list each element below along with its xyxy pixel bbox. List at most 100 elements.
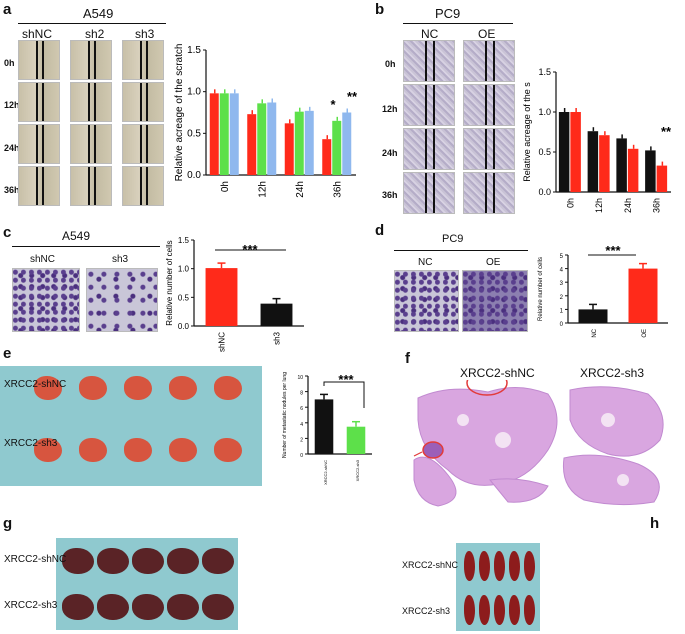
- organ-specimen: [202, 594, 234, 620]
- bar: [587, 131, 599, 192]
- organ-specimen: [202, 548, 234, 574]
- panel-label-f: f: [405, 350, 410, 367]
- organ-specimen: [214, 376, 242, 400]
- significance-bracket: [323, 381, 365, 408]
- x-tick-label: 12h: [257, 181, 268, 198]
- x-tick-label: 12h: [594, 198, 604, 213]
- organ-specimen: [97, 594, 129, 620]
- organ-specimen: [214, 438, 242, 462]
- bar: [332, 120, 342, 175]
- panel-d-col-0: NC: [418, 257, 433, 268]
- panel-h-row-0: XRCC2-shNC: [402, 560, 459, 570]
- organ-specimen: [79, 438, 107, 462]
- panel-a-title: A549: [83, 6, 114, 21]
- panel-g-row-1: XRCC2-sh3: [4, 600, 58, 611]
- y-tick-label: 0.0: [187, 170, 201, 181]
- panel-d-title: PC9: [442, 233, 464, 245]
- bar: [599, 135, 610, 192]
- organ-specimen: [479, 551, 490, 581]
- x-tick-label: 24h: [295, 181, 306, 198]
- bar: [267, 102, 277, 175]
- y-axis-label: Relative number of cells: [538, 257, 544, 321]
- bar: [628, 268, 658, 323]
- y-tick-label: 0: [300, 453, 303, 459]
- panel-b-row-0: 0h: [385, 59, 396, 69]
- y-tick-label: 1.0: [538, 107, 551, 117]
- bar: [627, 148, 639, 192]
- organ-specimen: [509, 595, 520, 625]
- scratch-image: [403, 172, 455, 214]
- scratch-image: [18, 124, 60, 164]
- organ-specimen: [167, 594, 199, 620]
- organ-specimen: [464, 595, 475, 625]
- panel-a-col-1: sh2: [85, 27, 105, 41]
- y-tick-label: 1.5: [538, 67, 551, 77]
- x-tick-label: XRCC2-shNC: [323, 460, 328, 485]
- organ-specimen: [167, 548, 199, 574]
- bar: [219, 93, 229, 175]
- bar: [322, 139, 332, 175]
- panel-b-col-1: OE: [478, 27, 496, 41]
- scratch-image: [70, 82, 112, 122]
- scratch-image: [463, 40, 515, 82]
- panel-b-title-line: [403, 23, 513, 24]
- bar: [260, 303, 293, 326]
- panel-c-col-0: shNC: [30, 254, 56, 265]
- panel-e-chart: 0 2 4 6 8 10 Number of metastatic nodules per …: [282, 372, 372, 485]
- x-tick-label: XRCC2-sh3: [355, 459, 360, 481]
- panel-a-row-0: 0h: [4, 58, 15, 68]
- y-tick-label: 0.5: [178, 293, 190, 302]
- panel-c-title-line: [12, 246, 160, 247]
- organ-specimen: [524, 551, 535, 581]
- panel-label-d: d: [375, 222, 385, 239]
- y-tick-label: 4: [560, 268, 564, 274]
- y-tick-label: 1.5: [187, 45, 201, 56]
- panel-label-b: b: [375, 1, 385, 18]
- scratch-image: [463, 172, 515, 214]
- panel-label-h: h: [650, 515, 660, 532]
- panel-a-col-2: sh3: [135, 27, 155, 41]
- scratch-image: [70, 124, 112, 164]
- x-tick-label: NC: [592, 328, 598, 337]
- organ-specimen: [97, 548, 129, 574]
- y-tick-label: 1.0: [178, 265, 190, 274]
- organ-specimen: [132, 548, 164, 574]
- panel-a-row-3: 36h: [4, 185, 20, 195]
- x-tick-label: shNC: [218, 332, 227, 352]
- panel-c-image-shNC: [12, 268, 80, 332]
- x-tick-label: 24h: [623, 198, 633, 213]
- scratch-image: [122, 82, 164, 122]
- y-tick-label: 1.0: [187, 87, 201, 98]
- scratch-image: [70, 40, 112, 80]
- scratch-image: [463, 128, 515, 170]
- y-tick-label: 1.5: [178, 236, 190, 245]
- significance-mark: ***: [338, 372, 354, 387]
- organ-specimen: [79, 376, 107, 400]
- significance-mark: *: [330, 97, 336, 112]
- bar: [570, 112, 581, 192]
- y-axis-label: Number of metastatic nodules per lung: [282, 372, 288, 458]
- organ-specimen: [509, 551, 520, 581]
- scratch-image: [403, 40, 455, 82]
- organ-specimen: [494, 551, 505, 581]
- significance-mark: **: [347, 89, 358, 104]
- y-tick-label: 3: [560, 281, 564, 287]
- bar: [294, 111, 304, 175]
- panel-g-liver-photo: [56, 538, 238, 630]
- organ-specimen: [124, 376, 152, 400]
- panel-d-title-line: [394, 250, 528, 251]
- panel-f-histology: [413, 380, 664, 507]
- scratch-image: [70, 166, 112, 206]
- panel-g-row-0: XRCC2-shNC: [4, 554, 67, 565]
- organ-specimen: [62, 548, 94, 574]
- panel-label-e: e: [3, 345, 12, 362]
- y-tick-label: 0: [560, 322, 564, 328]
- y-axis-label: Relative acreage of the s: [522, 82, 532, 182]
- y-tick-label: 0.0: [178, 322, 190, 331]
- panel-label-g: g: [3, 515, 13, 532]
- scratch-image: [18, 166, 60, 206]
- bar: [257, 103, 267, 175]
- y-axis-label: Relative acreage of the scratch: [174, 44, 185, 182]
- bar: [314, 399, 334, 454]
- bar: [284, 123, 294, 175]
